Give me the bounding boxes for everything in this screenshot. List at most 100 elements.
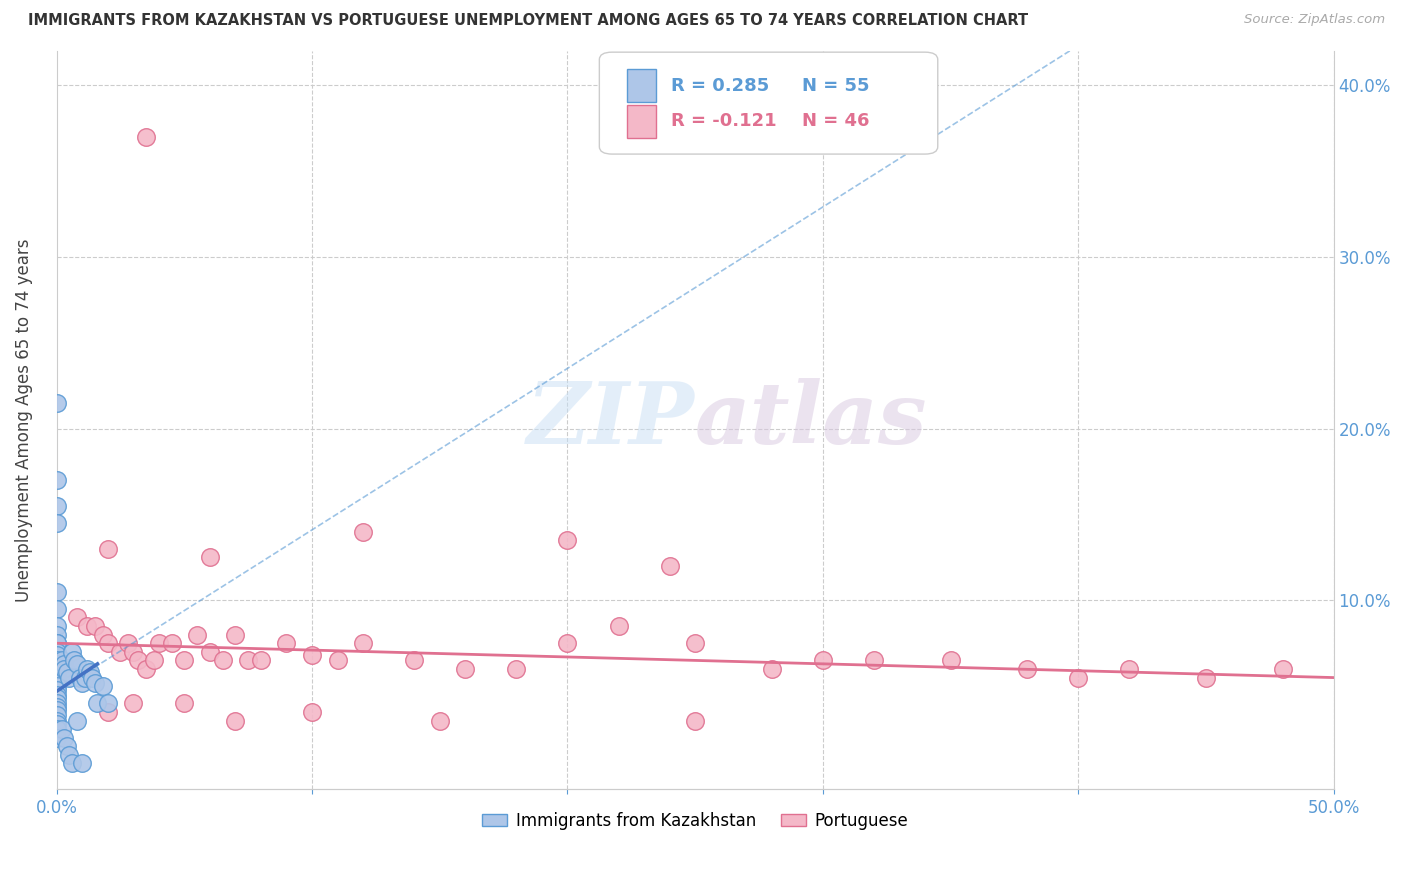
Point <box>148 636 170 650</box>
Point <box>198 645 221 659</box>
Point <box>45 662 67 676</box>
Point <box>53 662 76 676</box>
Point <box>45 636 67 650</box>
Point <box>70 756 93 771</box>
Point <box>135 662 157 676</box>
Point <box>45 714 67 728</box>
FancyBboxPatch shape <box>627 104 655 138</box>
Point <box>91 627 114 641</box>
Point <box>557 636 579 650</box>
Point <box>211 653 233 667</box>
Point <box>84 675 107 690</box>
Point <box>142 653 165 667</box>
Point <box>91 679 114 693</box>
Point <box>173 697 195 711</box>
Point <box>811 653 834 667</box>
Point <box>76 619 98 633</box>
FancyBboxPatch shape <box>627 70 655 103</box>
Point <box>1067 671 1090 685</box>
Point <box>51 653 73 667</box>
Point <box>45 717 67 731</box>
Point <box>63 653 86 667</box>
Point <box>45 699 67 714</box>
Point <box>45 648 67 663</box>
Point <box>45 657 67 671</box>
Point <box>58 671 80 685</box>
Point <box>135 129 157 144</box>
Point <box>60 756 83 771</box>
Point <box>658 558 681 573</box>
Point <box>97 697 120 711</box>
Point <box>69 671 91 685</box>
Text: Source: ZipAtlas.com: Source: ZipAtlas.com <box>1244 13 1385 27</box>
Point <box>186 627 208 641</box>
Point <box>557 533 579 548</box>
Point <box>224 714 246 728</box>
Point <box>683 714 706 728</box>
Point <box>79 665 101 680</box>
Point <box>301 705 323 719</box>
Point <box>110 645 132 659</box>
Point <box>117 636 139 650</box>
Point <box>352 636 374 650</box>
Point <box>73 671 96 685</box>
Point <box>45 584 67 599</box>
Point <box>58 747 80 762</box>
Point <box>84 619 107 633</box>
Point <box>45 722 67 736</box>
Point <box>301 648 323 663</box>
Point <box>250 653 273 667</box>
Point <box>45 679 67 693</box>
Point <box>45 673 67 688</box>
Point <box>45 731 67 745</box>
Point <box>97 705 120 719</box>
Point <box>86 697 108 711</box>
Point <box>45 691 67 706</box>
Point <box>45 473 67 487</box>
Point <box>1118 662 1140 676</box>
Point <box>1271 662 1294 676</box>
Point <box>45 636 67 650</box>
Point <box>454 662 477 676</box>
Point <box>352 524 374 539</box>
Text: IMMIGRANTS FROM KAZAKHSTAN VS PORTUGUESE UNEMPLOYMENT AMONG AGES 65 TO 74 YEARS : IMMIGRANTS FROM KAZAKHSTAN VS PORTUGUESE… <box>28 13 1028 29</box>
Point <box>45 627 67 641</box>
Point <box>45 688 67 702</box>
Point <box>1017 662 1039 676</box>
Point <box>97 636 120 650</box>
Text: N = 46: N = 46 <box>803 112 870 130</box>
Text: R = -0.121: R = -0.121 <box>671 112 776 130</box>
Point <box>76 662 98 676</box>
Point <box>863 653 886 667</box>
Text: R = 0.285: R = 0.285 <box>671 77 769 95</box>
Point <box>160 636 183 650</box>
Point <box>45 516 67 530</box>
Point <box>276 636 298 650</box>
FancyBboxPatch shape <box>599 52 938 154</box>
Point <box>45 619 67 633</box>
Point <box>224 627 246 641</box>
Text: ZIP: ZIP <box>527 378 695 462</box>
Point <box>127 653 149 667</box>
Point <box>198 550 221 565</box>
Point <box>66 714 89 728</box>
Point <box>56 665 79 680</box>
Point <box>939 653 962 667</box>
Point <box>122 697 145 711</box>
Point <box>70 675 93 690</box>
Point <box>97 541 120 556</box>
Point <box>45 499 67 513</box>
Point <box>45 645 67 659</box>
Point <box>173 653 195 667</box>
Legend: Immigrants from Kazakhstan, Portuguese: Immigrants from Kazakhstan, Portuguese <box>475 805 915 837</box>
Point <box>45 697 67 711</box>
Point <box>56 739 79 754</box>
Text: atlas: atlas <box>695 378 928 462</box>
Point <box>66 610 89 624</box>
Point <box>45 653 67 667</box>
Point <box>238 653 260 667</box>
Point <box>761 662 783 676</box>
Point <box>45 671 67 685</box>
Point <box>505 662 527 676</box>
Point <box>1195 671 1218 685</box>
